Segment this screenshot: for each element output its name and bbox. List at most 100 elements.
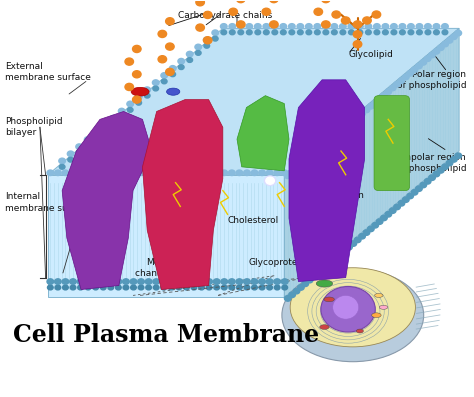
Circle shape: [115, 170, 122, 175]
Circle shape: [341, 125, 348, 131]
Circle shape: [385, 212, 392, 217]
Circle shape: [399, 24, 406, 29]
Circle shape: [263, 24, 270, 29]
Circle shape: [236, 170, 243, 175]
Circle shape: [128, 108, 133, 112]
Circle shape: [363, 17, 371, 24]
Circle shape: [84, 137, 91, 142]
Text: Nonpolar region
of phospholipid: Nonpolar region of phospholipid: [393, 153, 466, 173]
Circle shape: [133, 45, 141, 52]
Circle shape: [108, 170, 114, 175]
Circle shape: [381, 215, 387, 221]
Circle shape: [77, 170, 84, 175]
Circle shape: [62, 279, 69, 284]
Circle shape: [203, 37, 212, 44]
Ellipse shape: [321, 287, 375, 332]
Circle shape: [198, 170, 205, 175]
Circle shape: [333, 133, 339, 138]
Text: Cell Plasma Membrane: Cell Plasma Membrane: [12, 323, 319, 347]
Circle shape: [175, 279, 182, 284]
Circle shape: [266, 279, 273, 284]
Circle shape: [359, 233, 365, 239]
Circle shape: [274, 279, 281, 284]
Circle shape: [237, 24, 244, 29]
Circle shape: [289, 24, 295, 29]
Circle shape: [332, 11, 340, 18]
Circle shape: [93, 136, 99, 141]
Circle shape: [125, 58, 134, 65]
Circle shape: [153, 279, 159, 284]
Circle shape: [255, 30, 261, 35]
Circle shape: [389, 208, 396, 213]
Circle shape: [161, 73, 167, 78]
Circle shape: [55, 170, 61, 175]
Circle shape: [321, 0, 330, 3]
Circle shape: [337, 252, 344, 257]
Ellipse shape: [374, 293, 383, 297]
Circle shape: [442, 41, 448, 47]
Circle shape: [314, 24, 320, 29]
Circle shape: [212, 30, 219, 35]
Circle shape: [93, 130, 100, 135]
Circle shape: [402, 74, 409, 80]
Circle shape: [123, 279, 129, 284]
Circle shape: [131, 285, 137, 290]
Polygon shape: [48, 29, 459, 175]
Circle shape: [302, 158, 309, 164]
Ellipse shape: [372, 313, 381, 318]
Circle shape: [146, 279, 152, 284]
Circle shape: [70, 279, 76, 284]
Circle shape: [355, 237, 361, 243]
Circle shape: [363, 107, 370, 113]
Circle shape: [455, 153, 462, 158]
Circle shape: [237, 285, 242, 290]
Ellipse shape: [319, 325, 329, 330]
Circle shape: [251, 170, 258, 175]
Circle shape: [125, 83, 134, 91]
Circle shape: [259, 279, 265, 284]
Circle shape: [389, 85, 396, 91]
Circle shape: [168, 279, 174, 284]
Circle shape: [100, 285, 106, 290]
Circle shape: [62, 170, 69, 175]
Circle shape: [183, 285, 189, 290]
Circle shape: [123, 285, 129, 290]
Circle shape: [119, 115, 125, 119]
Circle shape: [165, 68, 174, 75]
Circle shape: [191, 285, 197, 290]
Circle shape: [293, 166, 300, 171]
Circle shape: [244, 285, 250, 290]
Ellipse shape: [333, 295, 359, 319]
Circle shape: [455, 30, 462, 36]
Circle shape: [425, 24, 431, 29]
Circle shape: [118, 108, 125, 114]
Circle shape: [259, 285, 265, 290]
Circle shape: [221, 279, 228, 284]
Circle shape: [136, 100, 142, 105]
Circle shape: [322, 24, 329, 29]
Circle shape: [324, 263, 330, 268]
Circle shape: [274, 170, 281, 175]
Circle shape: [433, 24, 440, 29]
Circle shape: [280, 24, 287, 29]
Circle shape: [158, 56, 166, 63]
Circle shape: [353, 40, 362, 48]
Circle shape: [411, 189, 418, 195]
Text: Protein: Protein: [332, 191, 364, 200]
Circle shape: [420, 60, 427, 65]
Circle shape: [346, 122, 352, 127]
Circle shape: [229, 24, 236, 29]
Circle shape: [341, 248, 348, 254]
Circle shape: [68, 157, 73, 162]
Circle shape: [133, 96, 141, 103]
Circle shape: [310, 274, 317, 279]
Circle shape: [244, 170, 250, 175]
Circle shape: [100, 170, 107, 175]
Circle shape: [85, 285, 91, 290]
Text: Polar region
of phospholipid: Polar region of phospholipid: [397, 70, 466, 90]
Circle shape: [282, 285, 288, 290]
Circle shape: [228, 279, 235, 284]
Circle shape: [67, 151, 74, 156]
Circle shape: [264, 176, 276, 185]
Circle shape: [306, 30, 312, 35]
